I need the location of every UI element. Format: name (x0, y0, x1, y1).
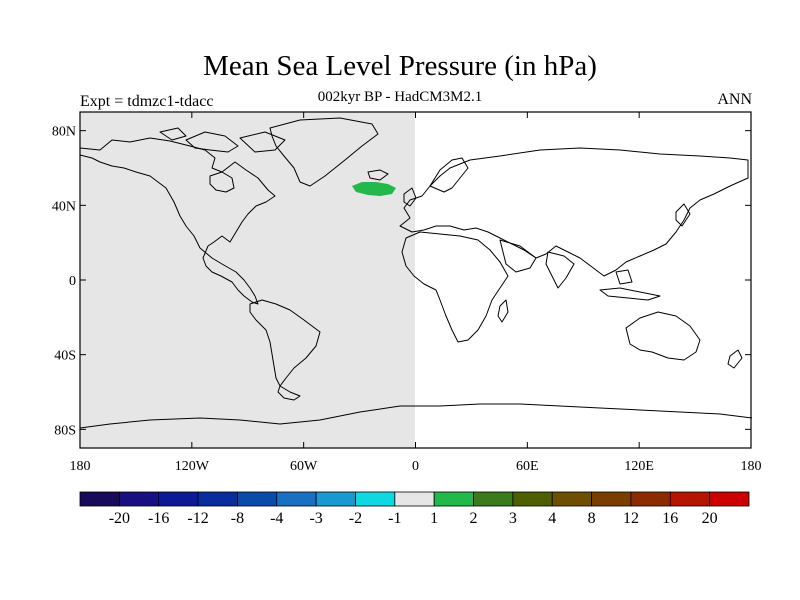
scandinavia-coast (429, 157, 469, 193)
season-label: ANN (717, 91, 752, 108)
greenland-coast (269, 117, 379, 187)
colorbar-swatch (433, 491, 474, 507)
lon-tick-label: 120W (175, 459, 210, 474)
british-isles-coast (403, 187, 417, 207)
lon-tick-label: 0 (412, 459, 419, 474)
colorbar-swatch (237, 491, 278, 507)
lat-tick-label: 80S (54, 423, 76, 438)
experiment-label: Expt = tdmzc1-tdacc (80, 93, 214, 110)
colorbar-label: -16 (148, 510, 169, 527)
colorbar-swatch (394, 491, 435, 507)
lon-tick-label: 60E (516, 459, 539, 474)
colorbar-swatch (315, 491, 356, 507)
africa-coast (401, 231, 509, 343)
colorbar-label: 12 (623, 510, 639, 527)
colorbar-label: -4 (270, 510, 283, 527)
colorbar-label: 2 (470, 510, 478, 527)
colorbar-swatch (355, 491, 396, 507)
colorbar-swatch (669, 491, 711, 507)
eurasia-coast (399, 147, 749, 277)
colorbar-label: 8 (588, 510, 596, 527)
hudson-bay-coast (209, 171, 235, 193)
lon-tick-label: 180 (70, 459, 91, 474)
lat-tick-label: 0 (69, 274, 76, 289)
coastlines (79, 117, 753, 429)
south-america-lower (277, 385, 301, 401)
arabia-coast (499, 239, 537, 273)
colorbar-swatch (630, 491, 671, 507)
colorbar-label: -3 (309, 510, 322, 527)
lat-tick-label: 40N (52, 199, 76, 214)
latitude-axis: 80N 40N 0 40S 80S (52, 125, 751, 438)
madagascar-coast (497, 299, 509, 323)
japan-coast (675, 203, 691, 227)
antarctica-coast (79, 403, 753, 429)
lon-tick-label: 180 (741, 459, 762, 474)
page-title: Mean Sea Level Pressure (in hPa) (203, 50, 597, 82)
colorbar-swatch (79, 491, 120, 507)
lon-tick-label: 120E (624, 459, 654, 474)
australia-coast (625, 311, 701, 361)
iceland-coast (367, 169, 389, 181)
arctic-islands-coast (159, 127, 286, 153)
colorbar-label: -8 (231, 510, 244, 527)
colorbar: -20 -16 -12 -8 -4 -3 -2 -1 1 2 3 4 8 12 16 20 (79, 491, 750, 527)
colorbar-label: 20 (702, 510, 718, 527)
indonesia-coast (599, 269, 661, 301)
page-subtitle: 002kyr BP - HadCM3M2.1 (317, 89, 483, 105)
lat-tick-label: 40S (54, 349, 76, 364)
colorbar-swatch (512, 491, 553, 507)
colorbar-swatch (276, 491, 317, 507)
colorbar-swatch (473, 491, 514, 507)
colorbar-swatch (197, 491, 238, 507)
colorbar-swatch (591, 491, 632, 507)
new-zealand-coast (727, 349, 743, 369)
western-hemisphere-shading (80, 112, 415, 448)
colorbar-swatch (551, 491, 592, 507)
colorbar-label: -2 (349, 510, 362, 527)
north-america-coast (79, 137, 276, 305)
longitude-axis: 180 120W 60W 0 60E 120E 180 (70, 112, 762, 474)
colorbar-label: -12 (187, 510, 208, 527)
colorbar-swatch (709, 491, 750, 507)
india-coast (545, 251, 575, 289)
colorbar-label: 16 (662, 510, 678, 527)
colorbar-label: -20 (109, 510, 130, 527)
lon-tick-label: 60W (290, 459, 318, 474)
lat-tick-label: 80N (52, 125, 76, 140)
colorbar-label: 3 (509, 510, 517, 527)
colorbar-label: 4 (548, 510, 556, 527)
colorbar-label: 1 (430, 510, 438, 527)
colorbar-swatch (118, 491, 160, 507)
north-atlantic-anomaly (352, 182, 396, 196)
colorbar-label: -1 (388, 510, 401, 527)
south-america-coast (249, 299, 321, 387)
colorbar-swatch (158, 491, 199, 507)
